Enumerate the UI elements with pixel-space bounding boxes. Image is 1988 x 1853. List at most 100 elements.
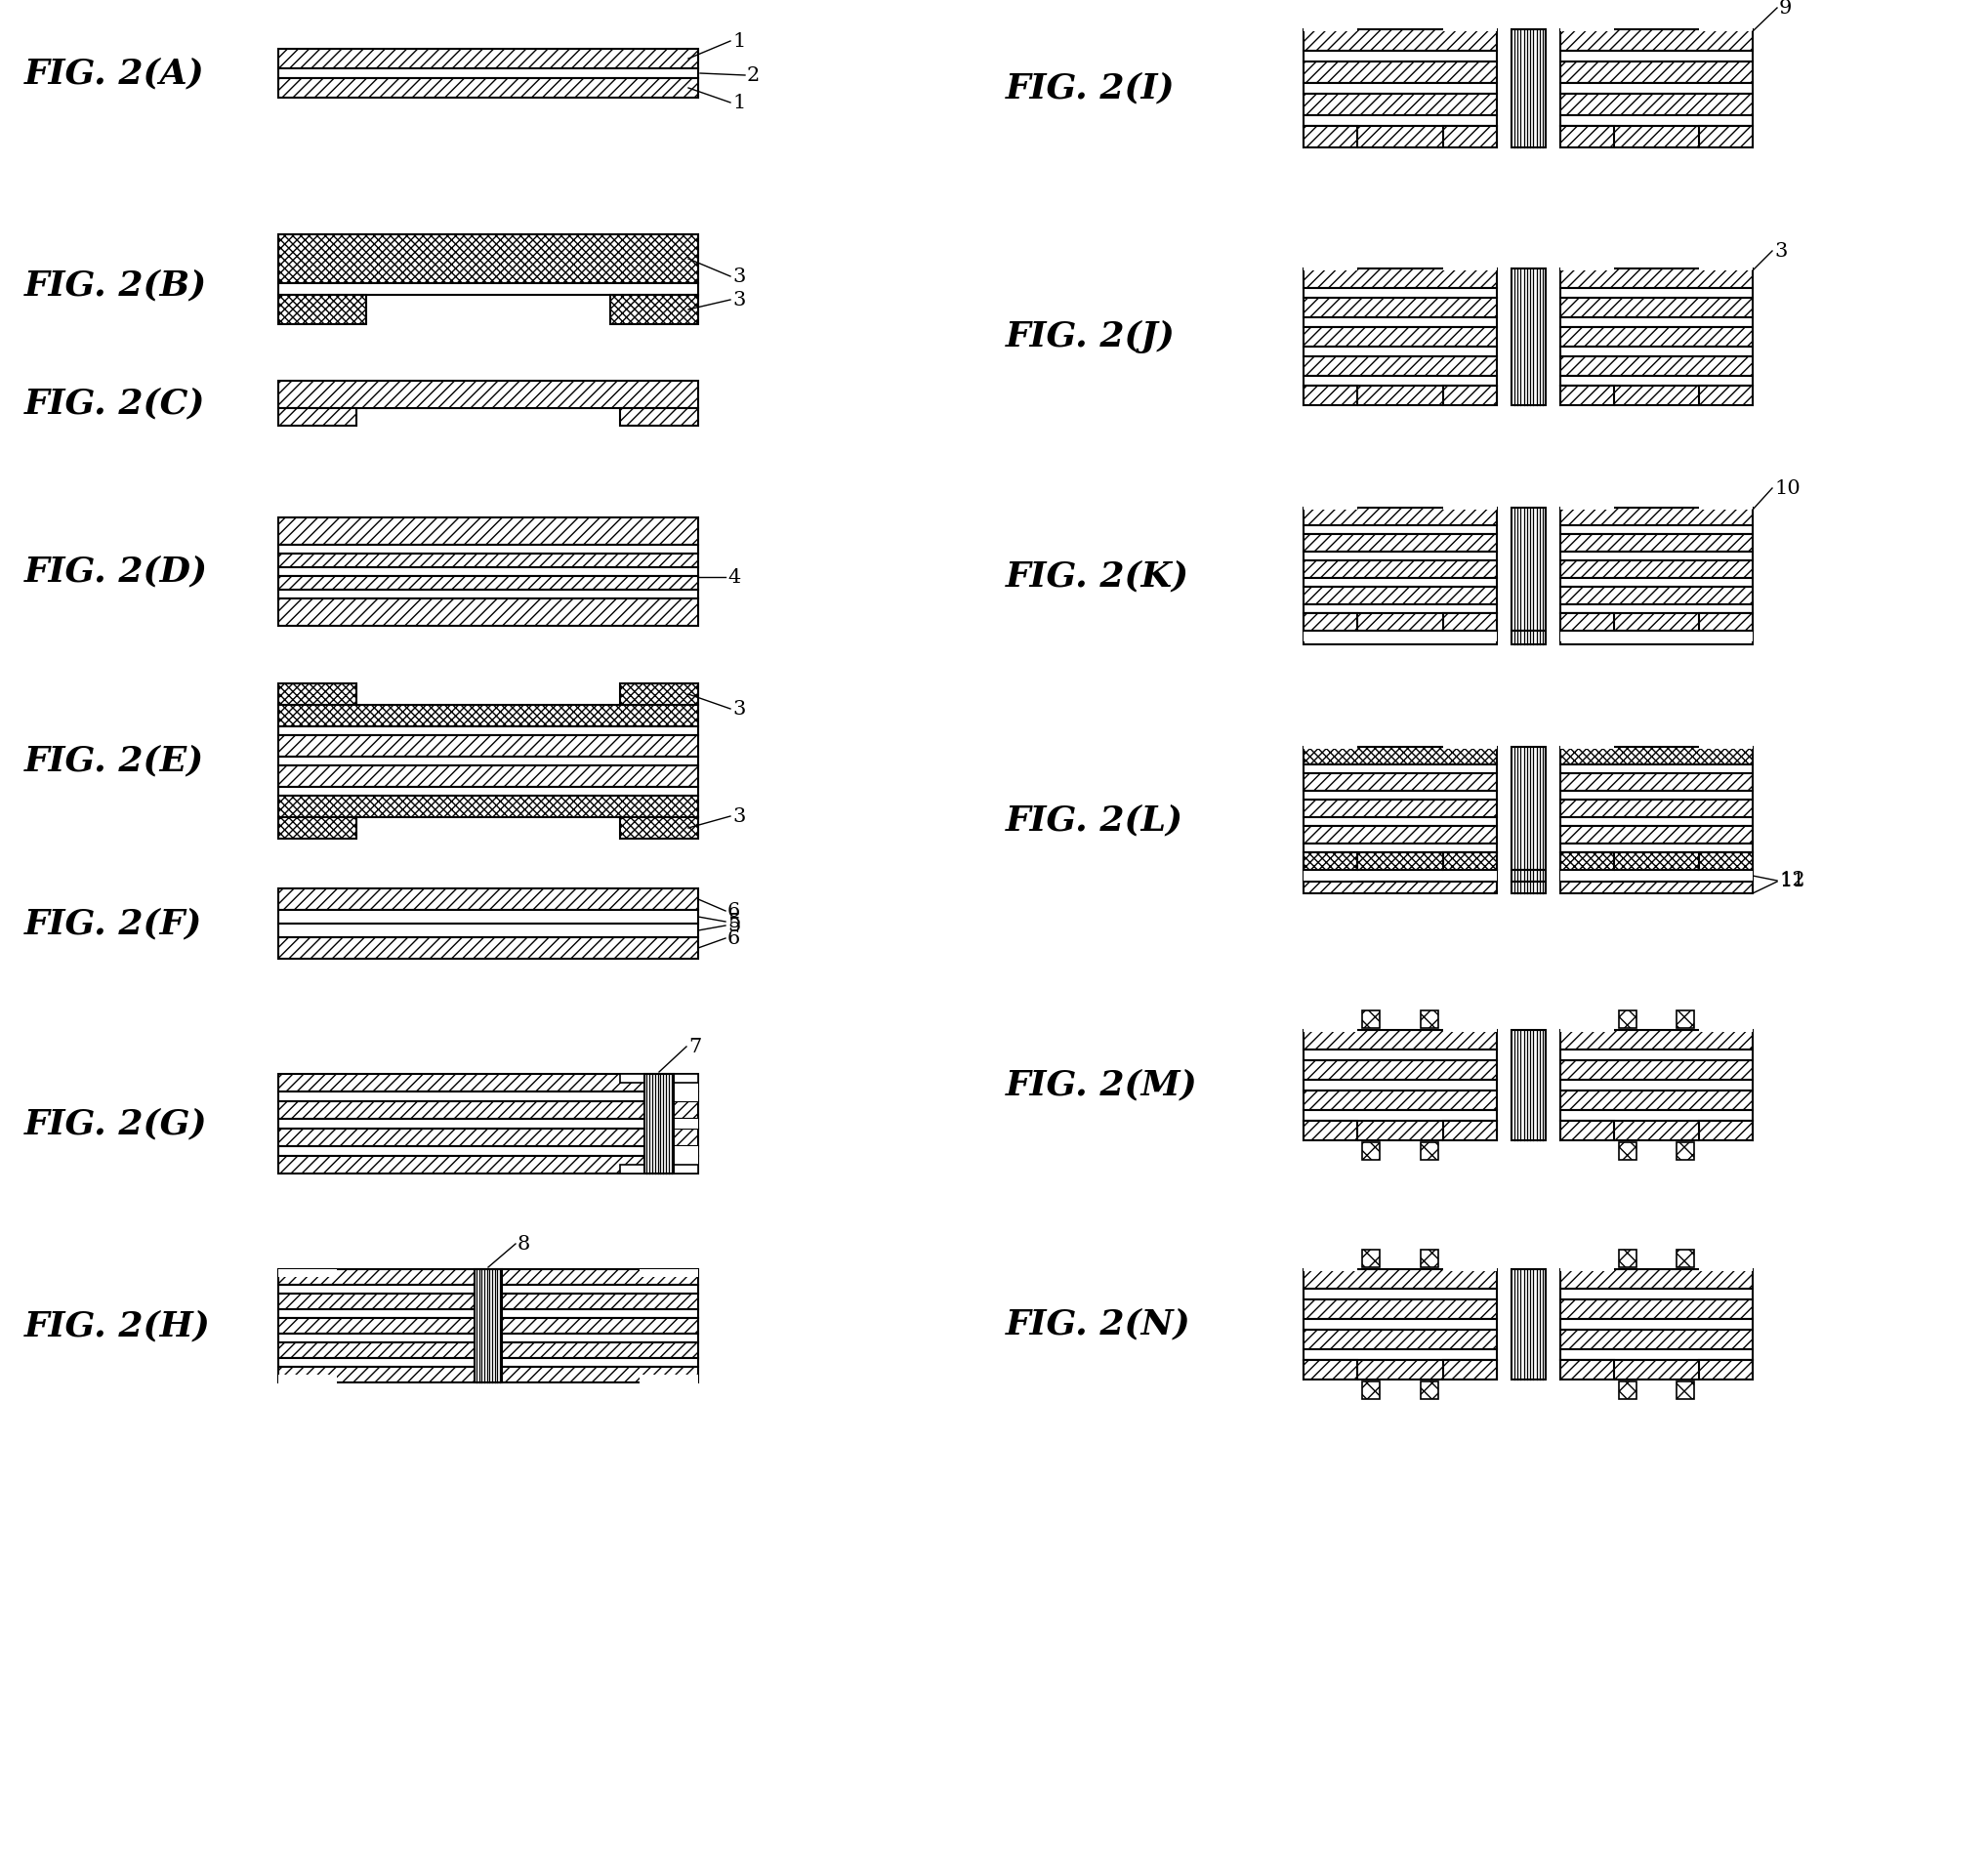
Bar bbox=[1304, 800, 1497, 817]
Bar bbox=[1304, 826, 1497, 843]
Bar bbox=[1304, 376, 1497, 385]
Bar bbox=[1561, 852, 1614, 869]
Bar bbox=[1304, 385, 1358, 417]
Bar bbox=[1304, 19, 1358, 32]
Bar bbox=[1561, 30, 1753, 50]
Bar bbox=[1561, 765, 1753, 773]
Bar bbox=[1700, 1121, 1753, 1140]
Text: 5: 5 bbox=[728, 912, 740, 930]
Bar bbox=[475, 1269, 501, 1382]
Bar bbox=[1561, 852, 1614, 880]
Bar bbox=[1561, 1319, 1753, 1330]
Bar bbox=[1676, 1249, 1694, 1267]
Bar bbox=[1443, 19, 1497, 32]
Bar bbox=[1304, 1299, 1497, 1319]
Bar bbox=[1443, 852, 1497, 880]
Bar bbox=[1700, 1121, 1753, 1153]
Bar bbox=[1304, 1319, 1497, 1330]
Text: FIG. 2(C): FIG. 2(C) bbox=[24, 387, 205, 421]
Bar bbox=[1304, 126, 1358, 148]
Bar bbox=[620, 1075, 698, 1082]
Bar bbox=[1561, 1288, 1753, 1299]
Bar bbox=[1561, 385, 1614, 406]
Bar bbox=[1561, 747, 1753, 765]
Bar bbox=[1304, 328, 1497, 347]
Bar bbox=[278, 1317, 698, 1334]
Bar bbox=[1304, 30, 1497, 50]
Text: FIG. 2(L): FIG. 2(L) bbox=[1006, 804, 1183, 838]
Bar bbox=[1443, 1121, 1497, 1153]
Bar bbox=[278, 233, 698, 284]
Bar bbox=[278, 795, 698, 817]
Bar bbox=[1304, 347, 1497, 356]
Bar bbox=[1561, 1269, 1753, 1288]
Bar bbox=[674, 1075, 698, 1091]
Bar bbox=[1443, 852, 1497, 869]
Bar bbox=[1561, 376, 1753, 385]
Bar bbox=[1700, 1360, 1753, 1392]
Bar bbox=[278, 408, 356, 426]
Bar bbox=[1561, 1121, 1614, 1153]
Bar bbox=[1561, 126, 1614, 148]
Bar bbox=[1700, 613, 1753, 630]
Bar bbox=[1676, 1010, 1694, 1028]
Bar bbox=[1561, 1360, 1753, 1379]
Text: 8: 8 bbox=[517, 1234, 531, 1253]
Bar bbox=[1561, 298, 1753, 317]
Text: FIG. 2(M): FIG. 2(M) bbox=[1006, 1069, 1199, 1103]
Bar bbox=[1304, 1288, 1497, 1299]
Bar bbox=[278, 1119, 698, 1128]
Bar bbox=[1443, 498, 1497, 510]
Bar bbox=[1304, 115, 1497, 126]
Bar bbox=[1443, 1019, 1497, 1032]
Bar bbox=[1700, 613, 1753, 641]
Bar bbox=[1561, 83, 1753, 95]
Bar bbox=[1304, 83, 1497, 95]
Bar bbox=[1561, 1330, 1753, 1349]
Bar bbox=[1700, 852, 1753, 880]
Bar bbox=[1700, 1019, 1753, 1032]
Text: FIG. 2(A): FIG. 2(A) bbox=[24, 57, 205, 89]
Bar bbox=[1561, 613, 1614, 641]
Bar bbox=[1443, 1360, 1497, 1392]
Bar bbox=[1561, 126, 1753, 148]
Bar bbox=[1561, 852, 1753, 869]
Bar bbox=[620, 817, 698, 839]
Bar bbox=[278, 888, 698, 910]
Bar bbox=[1561, 1030, 1753, 1049]
Bar bbox=[1304, 1019, 1358, 1032]
Bar bbox=[1700, 1360, 1753, 1379]
Bar bbox=[1561, 317, 1753, 328]
Bar bbox=[1561, 587, 1753, 604]
Bar bbox=[1304, 269, 1497, 287]
Bar bbox=[1676, 1382, 1694, 1399]
Bar bbox=[1511, 630, 1547, 645]
Bar bbox=[278, 78, 698, 98]
Bar bbox=[1561, 347, 1753, 356]
Bar bbox=[278, 599, 698, 626]
Bar bbox=[278, 380, 698, 408]
Bar bbox=[1443, 126, 1497, 148]
Bar bbox=[278, 517, 698, 545]
Bar bbox=[1618, 1141, 1636, 1160]
Bar bbox=[1561, 1121, 1614, 1140]
Text: 3: 3 bbox=[732, 267, 746, 285]
Bar bbox=[1700, 498, 1753, 510]
Text: FIG. 2(F): FIG. 2(F) bbox=[24, 906, 203, 939]
Bar bbox=[1561, 552, 1753, 560]
Bar bbox=[1561, 882, 1753, 893]
Bar bbox=[1304, 613, 1358, 641]
Bar bbox=[1304, 1091, 1497, 1110]
Bar bbox=[1443, 737, 1497, 749]
Bar bbox=[1304, 1360, 1358, 1392]
Bar bbox=[1561, 524, 1753, 534]
Text: 12: 12 bbox=[1779, 871, 1805, 889]
Bar bbox=[644, 1075, 674, 1173]
Text: 9: 9 bbox=[1779, 0, 1791, 17]
Bar bbox=[674, 1156, 698, 1173]
Bar bbox=[278, 1293, 698, 1310]
Text: 2: 2 bbox=[747, 67, 759, 85]
Bar bbox=[278, 704, 698, 726]
Text: 3: 3 bbox=[732, 700, 746, 719]
Bar bbox=[1304, 852, 1358, 880]
